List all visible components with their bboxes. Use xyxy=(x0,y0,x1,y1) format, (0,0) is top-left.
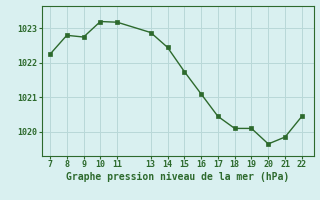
X-axis label: Graphe pression niveau de la mer (hPa): Graphe pression niveau de la mer (hPa) xyxy=(66,172,289,182)
